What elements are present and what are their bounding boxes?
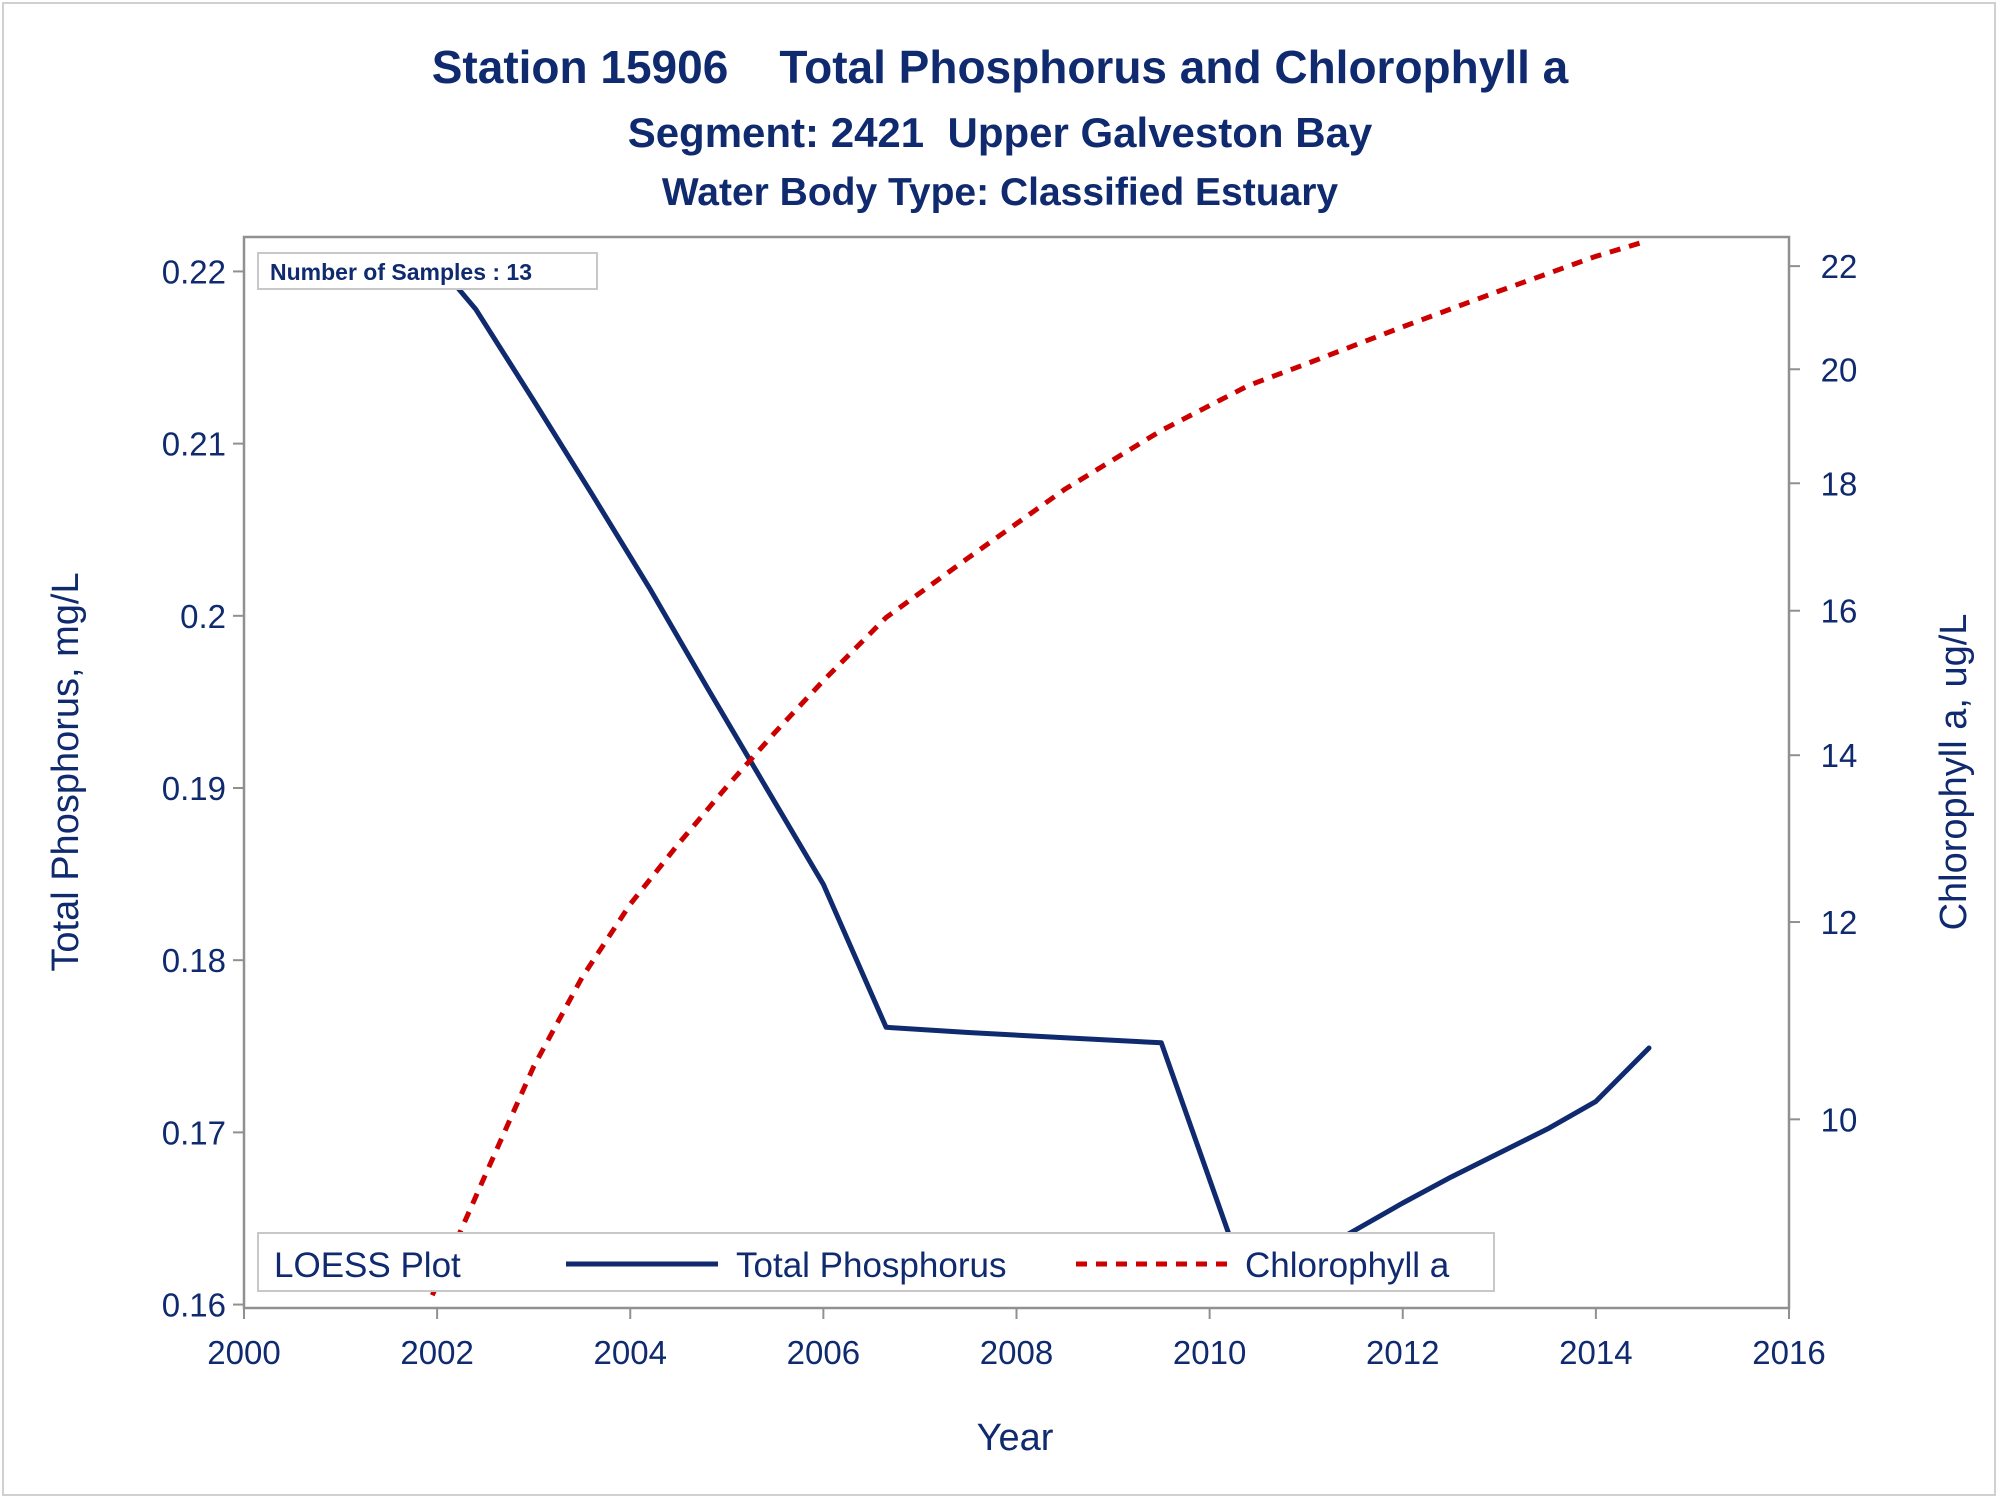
series-line-chlorophyll-a <box>430 239 1645 1297</box>
y-right-tick-label: 22 <box>1821 248 1858 285</box>
chart-title: Station 15906 Total Phosphorus and Chlor… <box>432 41 1569 93</box>
legend-box <box>257 1232 1495 1292</box>
x-tick-label: 2010 <box>1173 1334 1246 1371</box>
y-left-tick-label: 0.22 <box>162 253 226 290</box>
y-left-tick-label: 0.18 <box>162 942 226 979</box>
y-axis-left-label: Total Phosphorus, mg/L <box>45 572 87 971</box>
y-right-tick-label: 16 <box>1821 593 1858 630</box>
sample-count-box-border <box>257 252 598 290</box>
sample-count-box: Number of Samples : 13 <box>257 252 598 290</box>
legend-label-total-phosphorus: Total Phosphorus <box>736 1246 1006 1285</box>
series-layer <box>429 239 1652 1297</box>
y-axis-left: 0.16 0.17 0.18 0.19 0.2 0.21 0.22 <box>162 253 244 1324</box>
series-line-total-phosphorus <box>429 255 1652 1292</box>
y-right-tick-label: 12 <box>1821 904 1858 941</box>
legend-title: LOESS Plot <box>274 1246 461 1285</box>
plot-area <box>242 235 1791 1310</box>
x-tick-label: 2014 <box>1559 1334 1632 1371</box>
y-left-tick-label: 0.21 <box>162 426 226 463</box>
chart-subtitle: Segment: 2421 Upper Galveston Bay <box>628 109 1373 156</box>
y-right-tick-label: 10 <box>1821 1101 1858 1138</box>
y-left-tick-label: 0.19 <box>162 770 226 807</box>
y-axis-right-label: Chlorophyll a, ug/L <box>1933 614 1975 931</box>
y-right-tick-label: 14 <box>1821 737 1858 774</box>
x-tick-label: 2000 <box>207 1334 280 1371</box>
y-right-tick-label: 18 <box>1821 465 1858 502</box>
x-tick-label: 2016 <box>1752 1334 1825 1371</box>
x-tick-label: 2002 <box>400 1334 473 1371</box>
x-tick-label: 2012 <box>1366 1334 1439 1371</box>
legend-label-chlorophyll-a: Chlorophyll a <box>1245 1246 1450 1285</box>
y-right-tick-label: 20 <box>1821 351 1858 388</box>
y-left-tick-label: 0.16 <box>162 1287 226 1324</box>
x-tick-label: 2008 <box>980 1334 1053 1371</box>
x-axis: 2000 2002 2004 2006 2008 2010 2012 2014 2016 <box>207 1308 1826 1371</box>
chart-subtitle-2: Water Body Type: Classified Estuary <box>662 171 1338 214</box>
x-tick-label: 2006 <box>787 1334 860 1371</box>
x-tick-label: 2004 <box>594 1334 667 1371</box>
y-left-tick-label: 0.2 <box>180 598 226 635</box>
sample-count-text: Number of Samples : 13 <box>270 259 532 285</box>
y-left-tick-label: 0.17 <box>162 1114 226 1151</box>
legend: LOESS Plot Total Phosphorus Chlorophyll … <box>257 1232 1495 1292</box>
x-axis-label: Year <box>977 1417 1054 1459</box>
y-axis-right: 10 12 14 16 18 20 22 <box>1789 248 1857 1138</box>
